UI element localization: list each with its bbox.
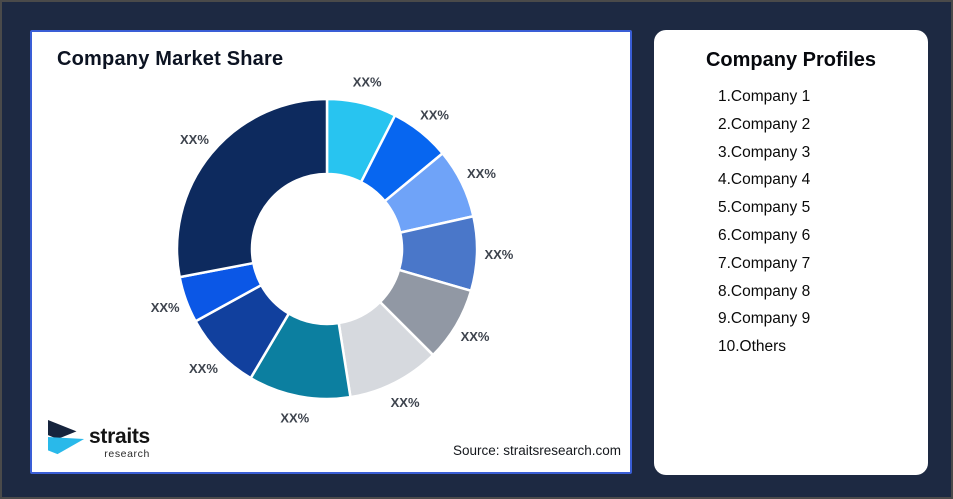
list-item: 5.Company 5 xyxy=(718,199,811,217)
list-item: 8.Company 8 xyxy=(718,282,811,300)
company-profiles-list: 1.Company 1 2.Company 2 3.Company 3 4.Co… xyxy=(654,83,928,361)
chart-title: Company Market Share xyxy=(57,48,284,70)
market-share-card: XX% XX% XX% XX% XX% XX% XX% XX% XX% XX% Company M… xyxy=(30,30,632,474)
segment-label: XX% xyxy=(189,361,218,376)
list-item: 7.Company 7 xyxy=(718,254,811,272)
segment-label: XX% xyxy=(484,247,513,262)
logo-sub-text: research xyxy=(104,448,150,460)
segment-label: XX% xyxy=(353,74,382,89)
segment-label: XX% xyxy=(420,107,449,122)
list-item: 3.Company 3 xyxy=(718,143,811,161)
logo-brand-text: straits xyxy=(89,425,150,448)
segment-label: XX% xyxy=(180,132,209,147)
segment-label: XX% xyxy=(280,410,309,425)
list-item: 1.Company 1 xyxy=(718,88,811,105)
segment-label: XX% xyxy=(391,395,420,410)
straits-research-logo: straits research xyxy=(48,419,150,462)
segment-label: XX% xyxy=(151,300,180,315)
donut-segment-others xyxy=(175,97,329,279)
company-profiles-card: Company Profiles 1.Company 1 2.Company 2… xyxy=(654,30,928,475)
list-item: 9.Company 9 xyxy=(718,310,811,328)
source-note: Source: straitsresearch.com xyxy=(452,443,621,458)
list-item: 4.Company 4 xyxy=(718,171,811,189)
list-item: 10.Others xyxy=(718,338,787,356)
segment-label: XX% xyxy=(461,329,490,344)
list-item: 6.Company 6 xyxy=(718,226,811,244)
list-item: 2.Company 2 xyxy=(718,115,811,133)
straits-arrow-icon xyxy=(48,419,86,462)
profiles-title: Company Profiles xyxy=(705,49,877,71)
market-share-donut-chart: XX% XX% XX% XX% XX% XX% XX% XX% XX% XX% xyxy=(151,74,514,425)
segment-label: XX% xyxy=(467,166,496,181)
